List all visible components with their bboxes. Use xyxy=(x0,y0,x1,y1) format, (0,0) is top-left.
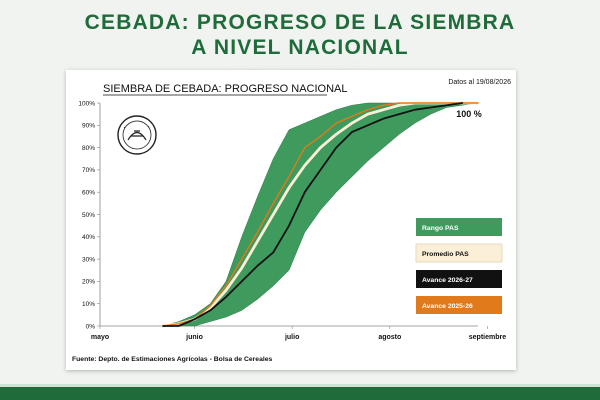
y-tick-label: 40% xyxy=(82,234,95,241)
series-line-avance_anterior xyxy=(162,102,479,327)
legend-item-rango: Rango PAS xyxy=(416,218,502,236)
x-tick-label: julio xyxy=(284,334,299,341)
series-line-avance_actual xyxy=(162,102,464,327)
date-note: Datos al 19/08/2026 xyxy=(448,79,511,86)
y-tick-label: 80% xyxy=(82,145,95,152)
plot-area xyxy=(161,101,480,328)
chart-card: Datos al 19/08/2026 SIEMBRA DE CEBADA: P… xyxy=(66,70,516,370)
y-tick-label: 0% xyxy=(86,323,96,330)
x-axis: mayo junio julio agosto septiembre xyxy=(91,325,506,341)
legend-swatch xyxy=(416,296,502,314)
legend-label: Rango PAS xyxy=(422,225,459,232)
legend-item-avance_anterior: Avance 2025-26 xyxy=(416,296,502,314)
x-tick-label: septiembre xyxy=(469,334,506,341)
y-axis: 0% 10% 20% 30% 40% 50% 60% 70% 80% 90% 100% xyxy=(78,100,101,330)
x-tick-label: junio xyxy=(185,334,203,341)
headline-line-1: CEBADA: PROGRESO DE LA SIEMBRA xyxy=(84,11,516,34)
y-tick-label: 30% xyxy=(82,256,95,263)
y-tick-label: 90% xyxy=(82,123,95,130)
x-tick-label: mayo xyxy=(91,334,109,341)
legend-swatch xyxy=(416,270,502,288)
legend-label: Avance 2026-27 xyxy=(422,277,473,284)
legend-swatch xyxy=(416,218,502,236)
legend-label: Promedio PAS xyxy=(422,251,469,258)
y-tick-label: 70% xyxy=(82,167,95,174)
end-label: 100 % xyxy=(456,109,482,119)
y-tick-label: 50% xyxy=(82,212,95,219)
source-note: Fuente: Depto. de Estimaciones Agrícolas… xyxy=(72,356,273,363)
chart-svg: Datos al 19/08/2026 SIEMBRA DE CEBADA: P… xyxy=(72,79,511,363)
bolsa-de-cereales-seal xyxy=(117,115,157,155)
y-tick-label: 20% xyxy=(82,279,95,286)
headline-line-2: A NIVEL NACIONAL xyxy=(191,36,409,59)
series-line-promedio xyxy=(161,101,480,328)
legend-label: Avance 2025-26 xyxy=(422,303,473,310)
x-tick-label: agosto xyxy=(378,334,401,341)
chart-title: SIEMBRA DE CEBADA: PROGRESO NACIONAL xyxy=(103,83,348,95)
legend-item-promedio: Promedio PAS xyxy=(415,243,503,263)
y-tick-label: 10% xyxy=(82,301,95,308)
y-tick-label: 60% xyxy=(82,190,95,197)
y-tick-label: 100% xyxy=(78,100,95,107)
legend-swatch xyxy=(415,243,503,263)
page-headline: CEBADA: PROGRESO DE LA SIEMBRA A NIVEL N… xyxy=(0,10,600,60)
footer-band xyxy=(0,384,600,400)
legend-item-avance_actual: Avance 2026-27 xyxy=(416,270,502,288)
legend: Rango PAS Promedio PAS Avance 2026-27 Avanc… xyxy=(415,218,503,314)
